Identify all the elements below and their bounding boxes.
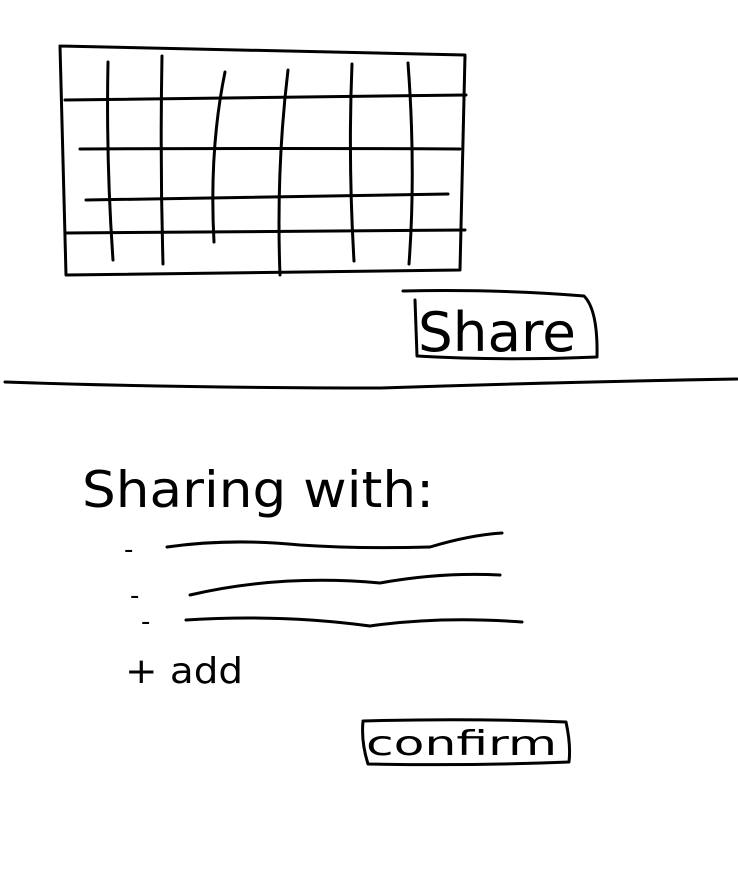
- add-link[interactable]: + add: [125, 651, 243, 692]
- list-item-value-line: [165, 531, 504, 550]
- screen-divider: [3, 377, 738, 390]
- list-item-value-line: [188, 572, 502, 597]
- share-button-label[interactable]: Share: [418, 301, 576, 364]
- list-item: -: [141, 607, 524, 637]
- list-item: -: [130, 572, 502, 611]
- share-button[interactable]: Share: [401, 289, 599, 364]
- grid-column-line: [406, 61, 414, 266]
- confirm-button-border[interactable]: [361, 718, 572, 767]
- grid-table: [58, 44, 468, 277]
- grid-column-line: [348, 62, 356, 263]
- list-item-value-line: [184, 616, 524, 628]
- grid-column-line: [211, 70, 227, 244]
- share-button-border[interactable]: [401, 289, 599, 361]
- grid-row-line: [78, 147, 462, 151]
- sharing-list: - - -: [124, 531, 524, 637]
- confirm-button-label[interactable]: confirm: [366, 724, 557, 764]
- sharing-with-label: Sharing with:: [82, 461, 434, 519]
- grid-row-line: [64, 228, 467, 235]
- list-item-bullet: -: [124, 535, 133, 565]
- confirm-button[interactable]: confirm: [361, 718, 572, 767]
- list-item: -: [124, 531, 504, 565]
- grid-row-line: [63, 93, 468, 102]
- grid-column-line: [277, 68, 290, 277]
- grid-column-line: [159, 54, 165, 266]
- grid-table-border: [58, 44, 467, 277]
- grid-row-line: [84, 192, 450, 202]
- list-item-bullet: -: [141, 607, 150, 637]
- grid-column-line: [106, 60, 115, 262]
- list-item-bullet: -: [130, 581, 139, 611]
